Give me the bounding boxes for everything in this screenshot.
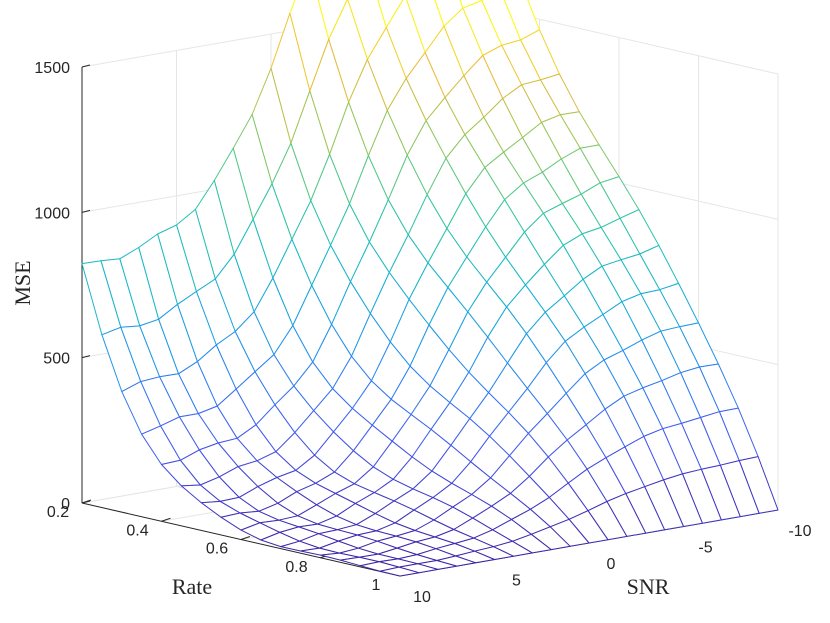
rate-tick-label: 0.4 [126,522,148,539]
rate-tick-label: 1 [372,577,381,594]
rate-tick-mark [161,517,171,522]
z-tick-mark [81,209,91,213]
surface-cell [379,566,420,577]
tick-labels: 0 500 1000 1500 0.2 0.4 0.6 0.8 1 10 5 0 -5 -10 [34,60,811,606]
y-axis-label: Rate [172,574,212,599]
snr-tick-label: 10 [413,589,431,606]
snr-tick-label: 5 [512,573,521,590]
z-tick-mark [81,355,91,359]
snr-tick-label: 0 [607,556,616,573]
snr-tick-label: -10 [788,523,811,540]
z-axis-label: MSE [10,260,35,305]
z-tick-label: 500 [43,351,70,368]
z-tick-label: 0 [61,496,70,513]
rate-tick-label: 0.6 [206,541,228,558]
rate-tick-mark [81,499,92,504]
snr-tick-label: -5 [698,540,712,557]
z-tick-label: 1500 [34,60,70,77]
rate-tick-mark [240,536,251,540]
z-tick-label: 1000 [34,205,70,222]
surface-mesh [81,0,779,577]
x-axis-label: SNR [627,574,670,599]
rate-tick-label: 0.2 [47,504,69,521]
z-tick-mark [81,64,91,68]
rate-tick-label: 0.8 [285,559,307,576]
